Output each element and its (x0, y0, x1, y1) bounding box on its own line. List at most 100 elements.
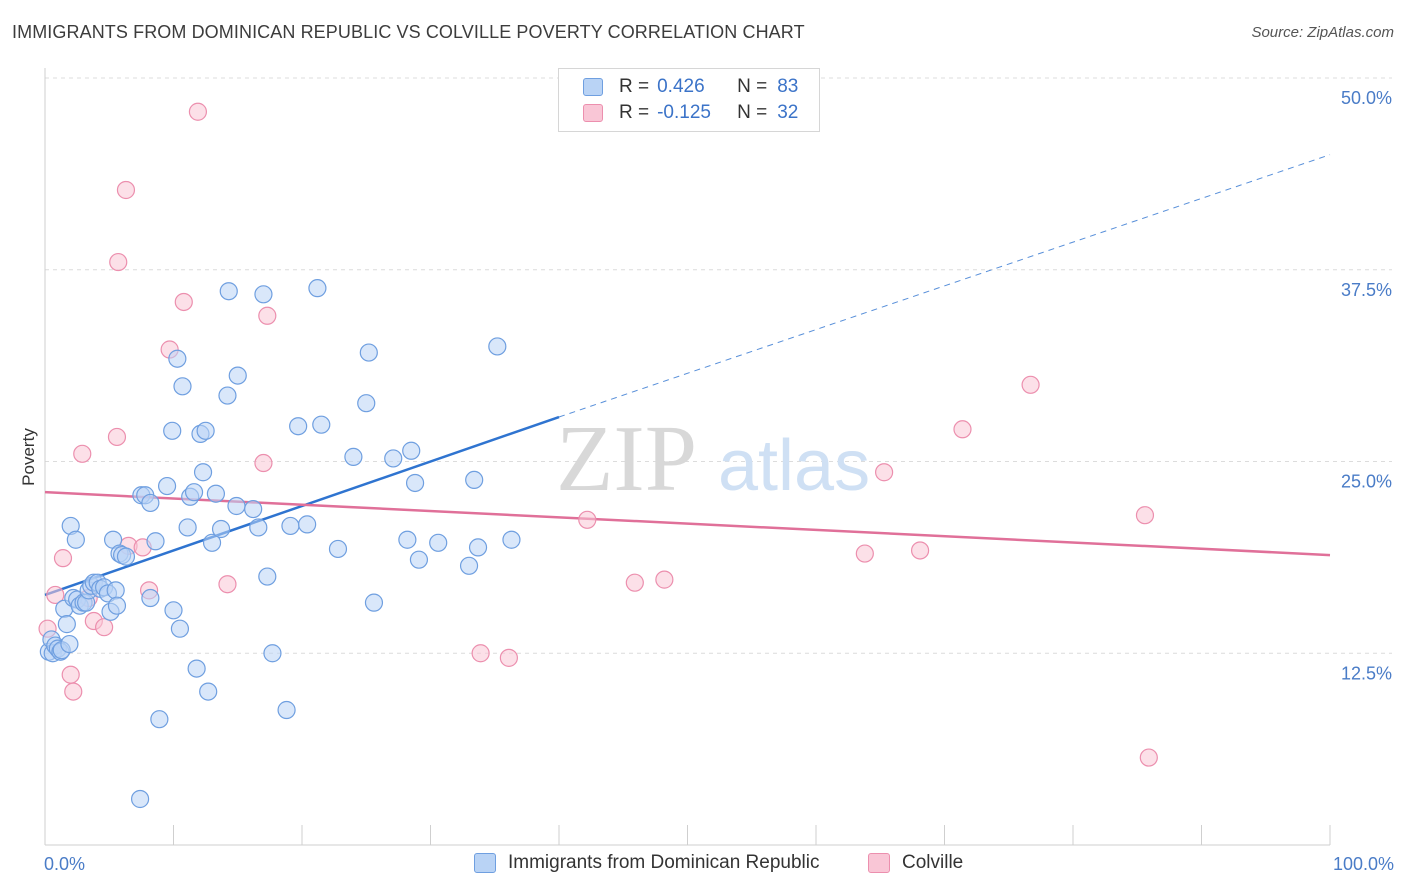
chart-title: IMMIGRANTS FROM DOMINICAN REPUBLIC VS CO… (12, 22, 805, 42)
point-colville (1021, 375, 1040, 394)
point-dominican (106, 581, 125, 600)
point-dominican (206, 484, 226, 503)
legend-r-value: 0.426 (657, 76, 705, 97)
point-dominican (398, 530, 417, 549)
point-colville (174, 292, 193, 312)
point-colville (875, 463, 894, 482)
point-dominican (170, 619, 190, 638)
point-dominican (359, 343, 378, 362)
point-dominican (60, 634, 79, 654)
point-colville (578, 510, 597, 529)
series-legend-label: Immigrants from Dominican Republic (508, 852, 820, 873)
y-tick-label: 50.0% (1341, 88, 1392, 108)
series-legend-item-colville[interactable]: Colville (868, 852, 963, 874)
point-dominican (308, 279, 327, 298)
legend-row-blue: R = 0.426 N = 83 (583, 75, 798, 99)
y-axis-title: Poverty (19, 428, 38, 486)
point-dominican (344, 447, 363, 466)
point-dominican (116, 547, 136, 566)
point-dominican (277, 700, 296, 720)
point-dominican (168, 349, 187, 368)
legend-swatch-pink (583, 104, 603, 122)
y-tick-label: 37.5% (1341, 280, 1392, 300)
point-colville (116, 180, 136, 200)
point-colville (471, 644, 490, 663)
legend-r-label: R = (619, 76, 650, 97)
point-colville (1135, 506, 1155, 525)
point-dominican (328, 539, 348, 559)
series-legend-item-dominican[interactable]: Immigrants from Dominican Republic (474, 852, 820, 874)
point-colville (53, 549, 73, 568)
point-dominican (357, 394, 376, 413)
point-dominican (211, 519, 231, 539)
trend-line-blue-extension (558, 154, 1331, 418)
point-colville (499, 648, 518, 667)
data-points (38, 102, 1158, 809)
x-tick-label-max: 100.0% (1333, 854, 1394, 874)
point-colville (109, 252, 128, 272)
point-colville (73, 444, 92, 463)
point-dominican (141, 493, 160, 513)
y-tick-label: 12.5% (1341, 663, 1392, 683)
tick-labels: 12.5% 25.0% 37.5% 50.0% 0.0% 100.0% (44, 88, 1394, 874)
point-colville (61, 665, 80, 684)
legend-row-pink: R = -0.125 N = 32 (583, 101, 798, 125)
series-legend-label: Colville (902, 852, 964, 873)
point-dominican (157, 476, 177, 496)
point-dominican (459, 556, 479, 575)
point-dominican (187, 659, 206, 678)
legend-n-value: 83 (777, 76, 799, 97)
point-dominican (244, 499, 263, 519)
point-dominican (107, 596, 127, 615)
legend-swatch-blue (583, 78, 603, 96)
point-colville (95, 618, 114, 637)
point-dominican (178, 518, 197, 537)
point-colville (953, 420, 972, 439)
point-dominican (199, 682, 218, 701)
point-colville (1139, 748, 1158, 767)
point-dominican (405, 473, 425, 493)
legend-n-label: N = (737, 102, 768, 123)
series-legend: Immigrants from Dominican Republic Colvi… (0, 852, 1406, 878)
point-colville (855, 544, 874, 563)
source-label: Source: ZipAtlas.com (1251, 24, 1394, 41)
point-dominican (409, 550, 429, 569)
point-dominican (196, 421, 215, 440)
point-dominican (173, 377, 192, 396)
point-dominican (312, 415, 331, 434)
point-colville (655, 570, 674, 589)
legend-r-value: -0.125 (657, 102, 711, 123)
point-dominican (249, 518, 268, 537)
x-tick-label-min: 0.0% (44, 854, 85, 874)
point-dominican (150, 710, 169, 729)
point-dominican (202, 533, 222, 552)
point-colville (218, 575, 237, 594)
point-dominican (468, 538, 488, 557)
point-colville (46, 585, 65, 605)
legend-n-label: N = (737, 76, 768, 97)
point-dominican (298, 515, 317, 534)
point-dominican (193, 463, 213, 482)
point-dominican (57, 615, 76, 634)
point-colville (188, 102, 208, 121)
point-dominican (488, 337, 507, 356)
point-colville (254, 453, 273, 473)
watermark-atlas: atlas (718, 426, 870, 506)
point-dominican (263, 644, 282, 663)
point-dominican (184, 483, 204, 502)
point-dominican (429, 533, 448, 552)
point-dominican (146, 532, 165, 551)
point-dominican (254, 285, 273, 304)
point-dominican (130, 789, 150, 809)
legend-n-value: 32 (777, 102, 799, 123)
point-colville (64, 682, 83, 701)
series-swatch-blue (474, 853, 496, 873)
point-dominican (228, 366, 247, 385)
point-colville (910, 541, 930, 560)
point-dominican (289, 417, 308, 436)
point-dominican (66, 530, 85, 549)
series-swatch-pink (868, 853, 890, 873)
point-dominican (364, 593, 384, 612)
point-dominican (465, 470, 484, 490)
